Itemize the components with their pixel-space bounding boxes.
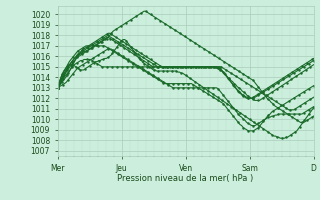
X-axis label: Pression niveau de la mer( hPa ): Pression niveau de la mer( hPa ): [117, 174, 254, 183]
